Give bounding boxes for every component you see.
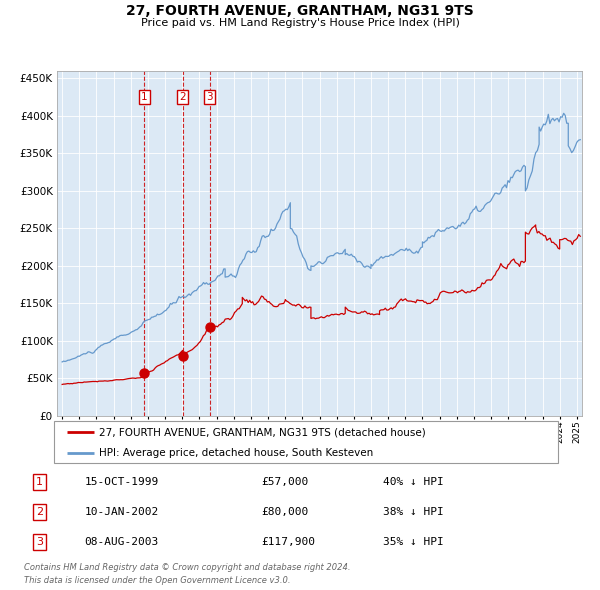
Text: £57,000: £57,000 [262,477,308,487]
Text: 08-AUG-2003: 08-AUG-2003 [85,537,159,547]
Text: £117,900: £117,900 [262,537,316,547]
Text: 27, FOURTH AVENUE, GRANTHAM, NG31 9TS (detached house): 27, FOURTH AVENUE, GRANTHAM, NG31 9TS (d… [100,427,426,437]
Text: £80,000: £80,000 [262,507,308,517]
Text: 1: 1 [36,477,43,487]
Text: 27, FOURTH AVENUE, GRANTHAM, NG31 9TS: 27, FOURTH AVENUE, GRANTHAM, NG31 9TS [126,4,474,18]
Text: 10-JAN-2002: 10-JAN-2002 [85,507,159,517]
Text: 2: 2 [179,92,186,102]
Text: 1: 1 [141,92,148,102]
Text: Price paid vs. HM Land Registry's House Price Index (HPI): Price paid vs. HM Land Registry's House … [140,18,460,28]
Text: Contains HM Land Registry data © Crown copyright and database right 2024.: Contains HM Land Registry data © Crown c… [24,563,350,572]
Text: 3: 3 [36,537,43,547]
Text: 15-OCT-1999: 15-OCT-1999 [85,477,159,487]
Text: 35% ↓ HPI: 35% ↓ HPI [383,537,443,547]
Text: This data is licensed under the Open Government Licence v3.0.: This data is licensed under the Open Gov… [24,576,290,585]
Text: 40% ↓ HPI: 40% ↓ HPI [383,477,443,487]
Text: 38% ↓ HPI: 38% ↓ HPI [383,507,443,517]
Text: 2: 2 [36,507,43,517]
Text: 3: 3 [206,92,213,102]
Text: HPI: Average price, detached house, South Kesteven: HPI: Average price, detached house, Sout… [100,448,374,457]
